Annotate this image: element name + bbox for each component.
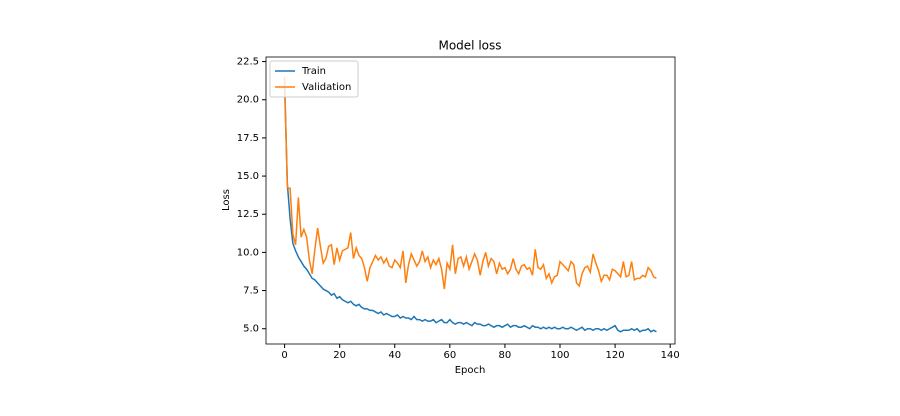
x-tick-label: 140 (661, 350, 680, 361)
x-axis-label: Epoch (455, 365, 486, 376)
legend-label: Train (301, 66, 326, 77)
plot-frame (265, 56, 676, 345)
y-tick-label: 7.5 (243, 286, 259, 297)
y-tick-label: 22.5 (237, 57, 259, 68)
x-tick-label: 80 (499, 350, 512, 361)
series-line (283, 76, 657, 290)
y-axis-label: Loss (221, 189, 232, 211)
x-tick-label: 120 (606, 350, 625, 361)
x-tick-label: 60 (443, 350, 456, 361)
y-tick-label: 5.0 (243, 324, 259, 335)
x-tick-label: 0 (281, 350, 287, 361)
chart-title: Model loss (438, 39, 501, 53)
y-tick-label: 12.5 (237, 209, 259, 220)
legend-box (269, 60, 359, 98)
legend-label: Validation (302, 82, 351, 93)
x-tick-label: 40 (388, 350, 401, 361)
y-tick-label: 17.5 (237, 133, 259, 144)
y-tick-label: 15.0 (237, 171, 259, 182)
y-tick-label: 10.0 (237, 247, 259, 258)
x-tick-label: 100 (550, 350, 569, 361)
x-tick-label: 20 (333, 350, 346, 361)
y-tick-label: 20.0 (237, 95, 259, 106)
series-line (283, 84, 657, 333)
